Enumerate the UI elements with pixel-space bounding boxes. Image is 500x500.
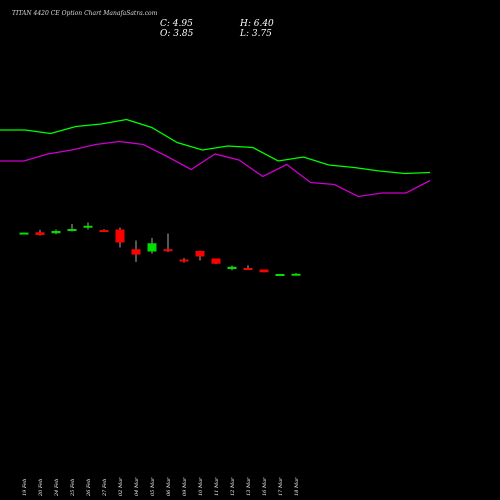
candle-body-13 [211, 258, 221, 264]
high-readout: H: 6.40 [239, 19, 274, 29]
candle-body-10 [163, 249, 173, 252]
x-tick-label-16: 16 Mar [262, 477, 268, 496]
candle-body-17 [275, 274, 285, 276]
x-tick-label-5: 26 Feb [86, 479, 92, 497]
x-tick-label-14: 12 Mar [230, 477, 236, 496]
x-tick-label-11: 09 Mar [182, 477, 188, 496]
close-readout: C: 4.95 [160, 19, 193, 29]
chart-title: TITAN 4420 CE Option Chart ManafaSatra.c… [12, 10, 158, 17]
candle-body-3 [51, 231, 61, 234]
band-line-1 [0, 118, 431, 175]
candle-body-11 [179, 259, 189, 262]
candles [19, 222, 301, 276]
x-tick-label-3: 24 Feb [54, 479, 60, 497]
candle-body-15 [243, 268, 253, 270]
candle-body-16 [259, 269, 269, 273]
x-tick-label-15: 13 Mar [246, 477, 252, 496]
x-tick-label-12: 10 Mar [198, 477, 204, 496]
candle-body-9 [147, 243, 157, 252]
x-axis-ticks: 19 Feb 20 Feb 24 Feb 25 Feb 26 Feb 27 Feb 02 M… [22, 477, 300, 497]
x-tick-label-8: 04 Mar [134, 477, 140, 496]
x-tick-label-1: 19 Feb [22, 479, 28, 496]
x-tick-label-7: 02 Mar [118, 477, 124, 496]
candle-body-14 [227, 266, 237, 269]
candle-body-4 [67, 229, 77, 231]
candle-body-12 [195, 251, 205, 257]
candle-body-6 [99, 230, 109, 232]
candle-body-5 [83, 225, 93, 228]
candle-body-2 [35, 232, 45, 235]
x-tick-label-17: 17 Mar [278, 477, 284, 496]
candle-body-1 [19, 232, 29, 235]
x-tick-label-18: 18 Mar [294, 477, 300, 496]
band-lines [0, 118, 431, 198]
x-tick-label-4: 25 Feb [70, 479, 76, 497]
band-line-2 [0, 140, 431, 198]
candle-body-8 [131, 249, 141, 255]
x-tick-label-9: 05 Mar [150, 477, 156, 496]
low-readout: L: 3.75 [239, 29, 272, 39]
candle-body-7 [115, 229, 125, 243]
x-tick-label-2: 20 Feb [38, 479, 44, 497]
x-tick-label-13: 11 Mar [214, 477, 220, 496]
x-tick-label-10: 06 Mar [166, 477, 172, 496]
x-tick-label-6: 27 Feb [102, 479, 108, 497]
candle-body-18 [291, 273, 301, 276]
open-readout: O: 3.85 [160, 29, 194, 39]
